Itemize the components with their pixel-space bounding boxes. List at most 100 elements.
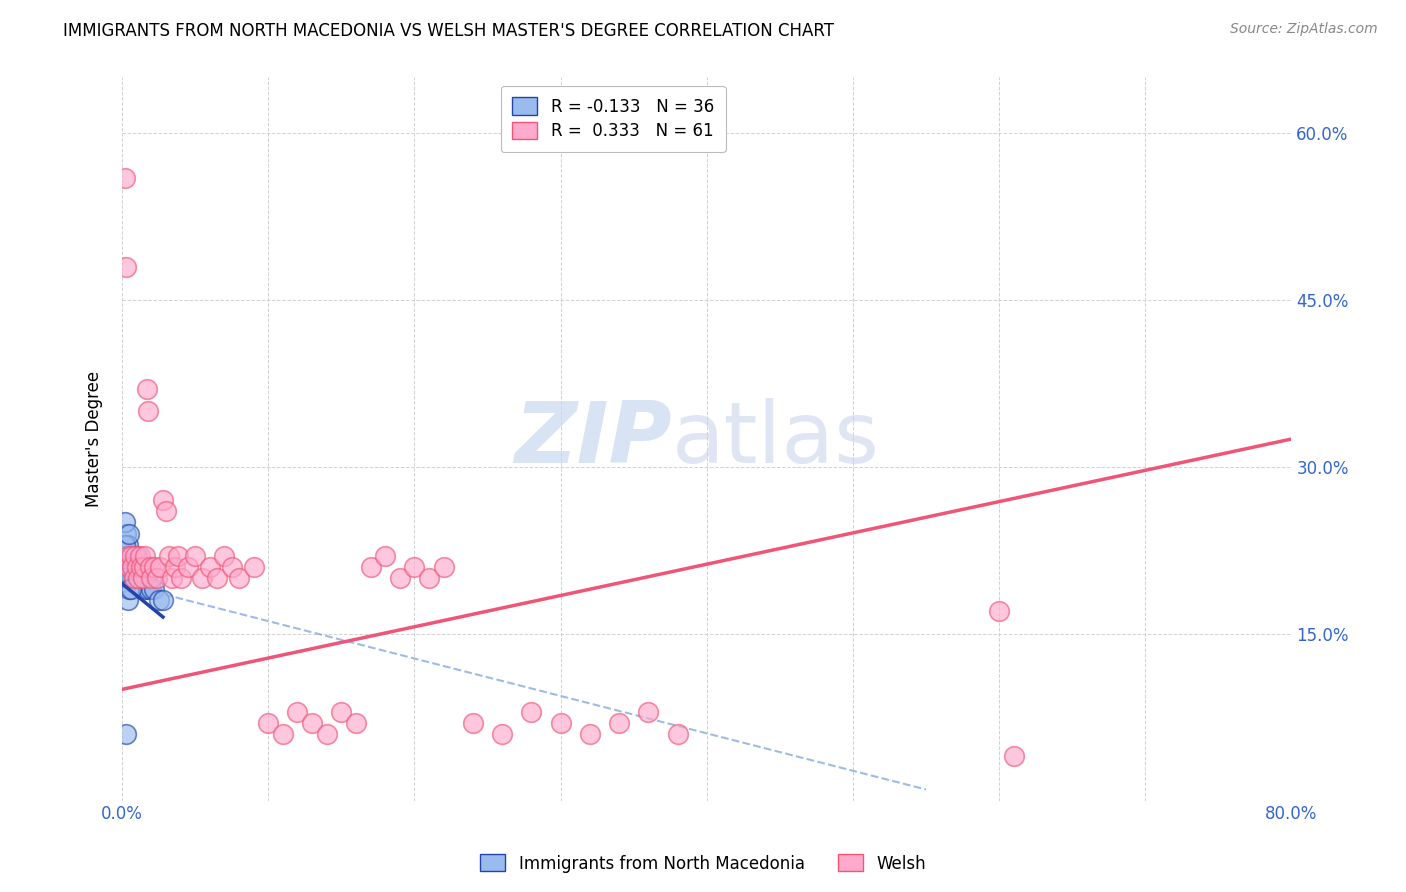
Point [129,560,152,574]
Point [118,526,141,541]
Point [124,560,146,574]
Point [132,582,155,597]
Point [433,560,456,574]
Point [160,571,183,585]
Point [122,560,145,574]
Point [149,560,172,574]
Legend: Immigrants from North Macedonia, Welsh: Immigrants from North Macedonia, Welsh [474,847,932,880]
Point [120,549,142,563]
Point [550,715,572,730]
Point [139,560,162,574]
Point [607,715,630,730]
Point [138,582,160,597]
Point [125,549,148,563]
Point [191,571,214,585]
Point [257,715,280,730]
Point [118,560,141,574]
Point [118,571,141,585]
Point [125,560,148,574]
Point [135,382,157,396]
Point [121,560,143,574]
Point [330,705,353,719]
Point [491,727,513,741]
Point [131,560,153,574]
Point [120,549,142,563]
Point [666,727,689,741]
Point [124,549,146,563]
Point [132,560,155,574]
Text: Source: ZipAtlas.com: Source: ZipAtlas.com [1230,22,1378,37]
Point [115,526,138,541]
Point [117,538,139,552]
Point [271,727,294,741]
Point [205,571,228,585]
Point [287,705,309,719]
Text: ZIP: ZIP [515,398,672,481]
Point [134,549,156,563]
Point [129,571,152,585]
Point [117,549,139,563]
Point [221,560,243,574]
Point [177,560,200,574]
Point [637,705,659,719]
Point [166,549,188,563]
Point [128,549,150,563]
Point [122,571,145,585]
Point [115,260,138,274]
Point [117,593,139,607]
Point [120,560,142,574]
Point [152,493,174,508]
Point [148,593,170,607]
Point [118,582,141,597]
Point [118,549,141,563]
Point [131,571,153,585]
Point [127,571,149,585]
Point [388,571,411,585]
Point [138,404,160,418]
Point [120,582,142,597]
Point [125,571,148,585]
Point [143,560,166,574]
Legend: R = -0.133   N = 36, R =  0.333   N = 61: R = -0.133 N = 36, R = 0.333 N = 61 [501,86,725,153]
Point [157,549,180,563]
Point [198,560,221,574]
Y-axis label: Master's Degree: Master's Degree [86,371,103,507]
Point [344,715,367,730]
Point [520,705,543,719]
Point [315,727,337,741]
Point [121,571,143,585]
Point [163,560,186,574]
Point [114,538,136,552]
Point [146,571,169,585]
Point [988,605,1011,619]
Point [127,571,149,585]
Point [143,582,166,597]
Point [418,571,440,585]
Point [155,504,177,518]
Text: atlas: atlas [672,398,880,481]
Point [169,571,191,585]
Point [404,560,426,574]
Point [1002,749,1025,764]
Point [115,571,138,585]
Point [228,571,250,585]
Point [135,571,157,585]
Point [578,727,600,741]
Point [121,549,143,563]
Point [141,571,163,585]
Point [128,560,150,574]
Point [360,560,382,574]
Point [214,549,236,563]
Point [184,549,207,563]
Point [242,560,264,574]
Point [461,715,484,730]
Text: IMMIGRANTS FROM NORTH MACEDONIA VS WELSH MASTER'S DEGREE CORRELATION CHART: IMMIGRANTS FROM NORTH MACEDONIA VS WELSH… [63,22,834,40]
Point [301,715,323,730]
Point [141,582,163,597]
Point [115,727,138,741]
Point [114,549,136,563]
Point [115,549,138,563]
Point [374,549,396,563]
Point [114,516,136,530]
Point [122,571,145,585]
